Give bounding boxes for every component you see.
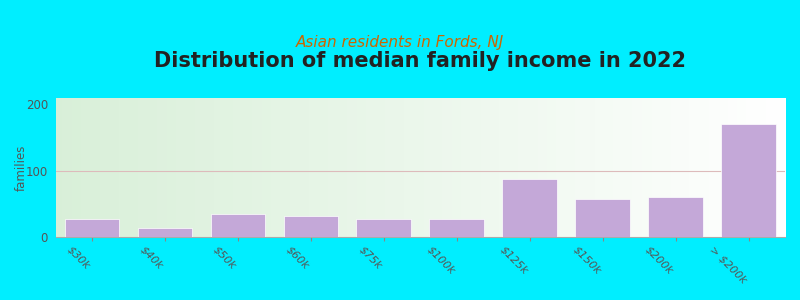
Bar	[430, 219, 484, 237]
Bar	[65, 219, 119, 237]
Bar	[648, 197, 703, 237]
Bar	[575, 199, 630, 237]
Bar	[210, 214, 266, 237]
Text: Asian residents in Fords, NJ: Asian residents in Fords, NJ	[296, 34, 504, 50]
Bar	[721, 124, 776, 237]
Bar	[357, 219, 411, 237]
Bar	[138, 228, 192, 237]
Bar	[502, 178, 557, 237]
Title: Distribution of median family income in 2022: Distribution of median family income in …	[154, 51, 686, 71]
Bar	[283, 216, 338, 237]
Y-axis label: families: families	[15, 144, 28, 190]
